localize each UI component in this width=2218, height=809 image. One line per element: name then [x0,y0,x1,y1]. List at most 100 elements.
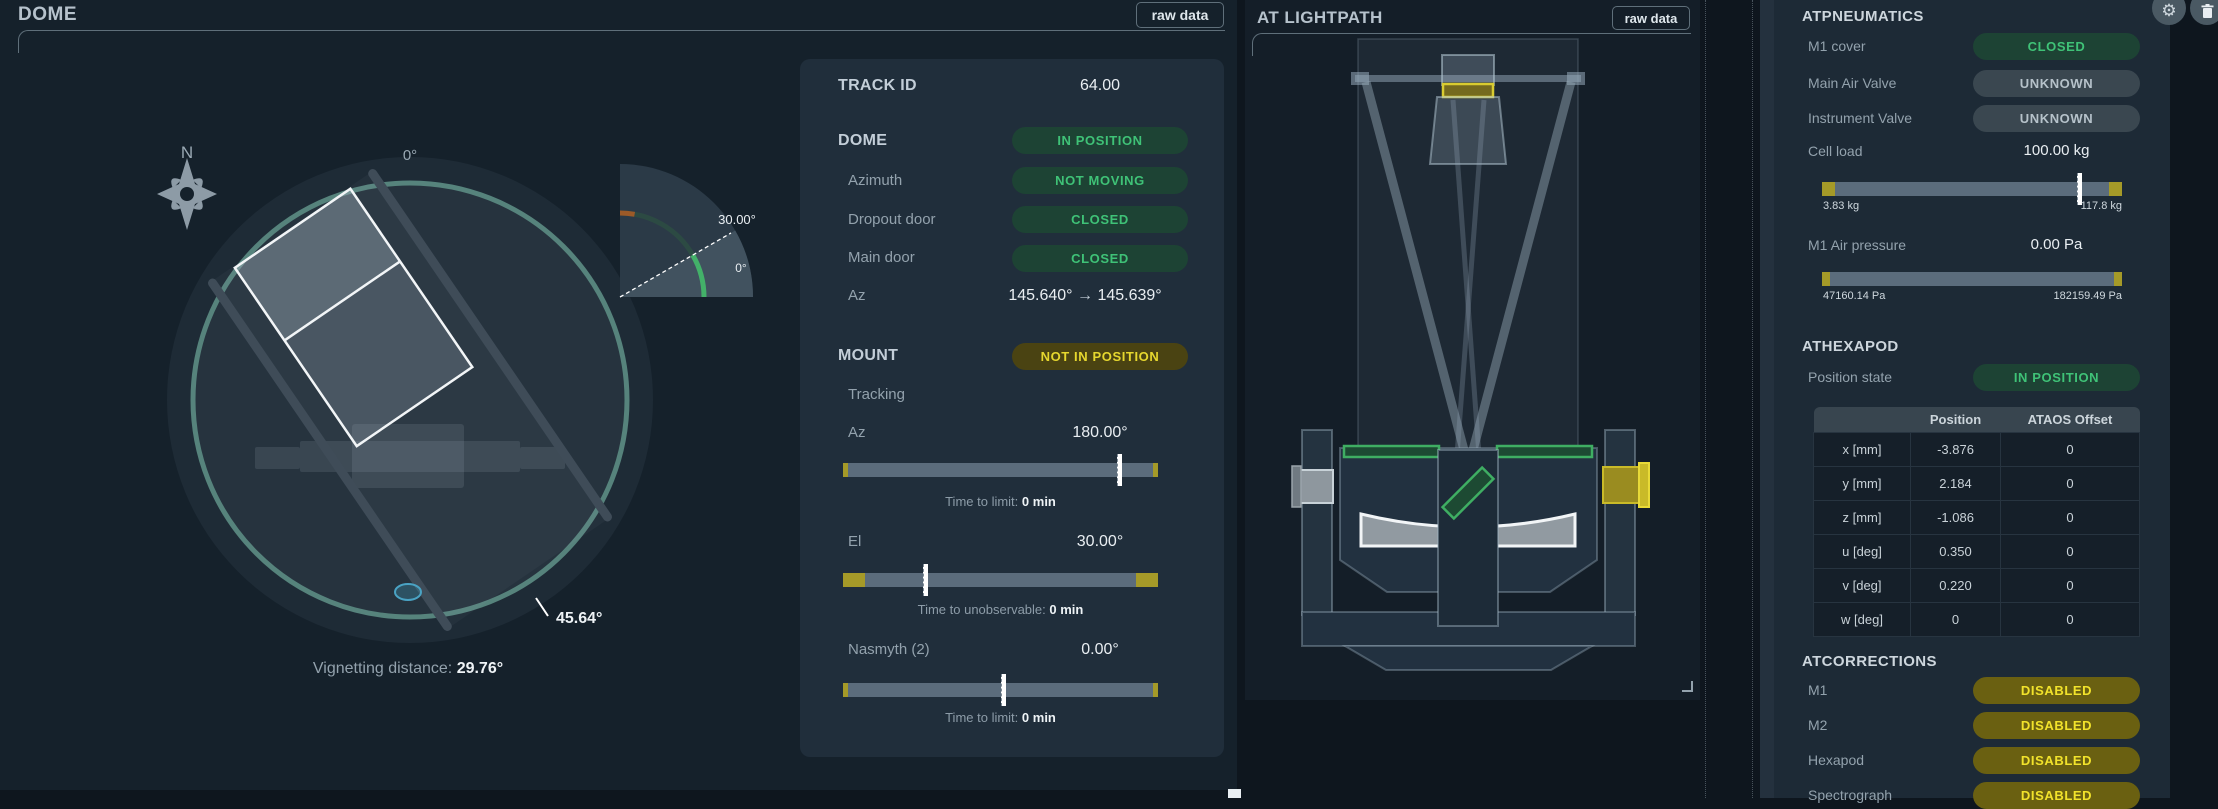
mount-az-slider-marker[interactable] [1117,454,1123,486]
dome-status-badge: IN POSITION [1012,127,1188,154]
dome-raw-data-button[interactable]: raw data [1136,2,1224,28]
azimuth-row-label: Azimuth [848,172,903,189]
dome-az-label: Az [848,287,866,304]
spider-right-mount [1567,72,1585,85]
dome-slit-edge-right [208,278,452,631]
elevation-current-label: 30.00° [718,212,756,227]
mount-az-label: Az [848,424,866,441]
vignetting-value: 29.76° [456,660,504,677]
telescope-status-card: TRACK ID 64.00 DOME IN POSITION Azimuth … [800,59,1224,757]
panel-divider-left[interactable] [1705,0,1706,798]
telescope-base-footprint [255,424,565,488]
dome-azimuth-tick [535,597,549,617]
m1-air-pressure-label: M1 Air pressure [1808,237,1907,253]
mount-el-slider[interactable] [843,564,1158,596]
tracking-label: Tracking [848,386,905,403]
spider-vane [1355,75,1581,82]
dome-az-target: 145.639° [1097,287,1162,304]
hexapod-position-table: Position ATAOS Offset x [mm] -3.876 0 y [m… [1813,407,2140,637]
mount-az-time-to-limit: Time to limit: 0 min [945,494,1056,509]
dome-slit-band [211,171,609,629]
mount-el-value: 30.00° [1076,533,1124,550]
m1-air-pressure-max-label: 182159.49 Pa [2053,290,2122,302]
dome-slit-edge-left [368,169,612,522]
telescope-footprint-lower [234,188,401,341]
m2-housing [1441,54,1495,86]
lightpath-header-rule [1252,33,1691,56]
lightpath-panel: AT LIGHTPATH raw data [1245,0,1700,700]
cell-load-max-label: 117.8 kg [2080,200,2122,212]
lightpath-panel-title: AT LIGHTPATH [1257,8,1383,27]
spider-left-mount [1351,72,1369,85]
mount-el-label: El [848,533,862,550]
light-beam-left [1361,80,1469,452]
dome-az-value: 145.640° → 145.639° [980,287,1190,305]
cell-load-min-cap [1822,182,1835,196]
hexapod-axis-header [1813,407,1911,433]
cell-load-marker[interactable] [2077,173,2082,205]
table-row: y [mm] 2.184 0 [1813,466,2140,501]
mount-el-slider-min-cap [843,573,865,587]
lightpath-raw-data-button[interactable]: raw data [1612,6,1690,30]
trash-icon [2201,4,2213,18]
main-door-status-badge: CLOSED [1012,245,1188,272]
correction-spectrograph-badge: DISABLED [1973,782,2140,809]
mount-nasmyth-slider-max-cap [1153,683,1158,697]
mount-nasmyth-slider-marker[interactable] [1000,674,1006,706]
dome-zero-label: 0° [403,147,417,164]
panel-divider-right[interactable] [1752,0,1753,798]
panel-left-strip [1760,0,1774,798]
nasmyth2-port-cap [1638,462,1650,508]
cell-load-slider[interactable] [1822,173,2122,205]
m1-cover-left-segment [1342,444,1441,459]
m1-air-pressure-slider[interactable] [1822,272,2122,286]
telescope-footprint-divider [283,260,401,342]
scroll-corner [1228,789,1241,798]
mount-nasmyth-value: 0.00° [1081,641,1119,658]
delete-button[interactable] [2190,0,2218,25]
m1-cover-status-badge: CLOSED [1973,33,2140,60]
mount-az-slider[interactable] [843,454,1158,486]
dome-rear-door-marker [394,583,422,601]
compass-north-label: N [181,143,193,162]
atcorrections-title: ATCORRECTIONS [1802,653,1937,670]
m3-mirror [1440,465,1496,521]
elevation-min-label: 0° [735,261,747,275]
hexapod-position-header: Position [1910,407,2001,433]
light-beam-inner-right [1454,99,1487,456]
nasmyth2-port-highlight [1602,466,1640,504]
m1-air-pressure-max-cap [2114,272,2122,286]
compass-rose-icon [157,158,217,230]
mount-az-slider-max-cap [1153,463,1158,477]
athexapod-title: ATHEXAPOD [1802,338,1899,355]
dome-azimuth-value: 45.64° [556,610,602,627]
dome-azimuth-ring [190,180,630,620]
main-air-valve-status-badge: UNKNOWN [1973,70,2140,97]
track-id-value: 64.00 [1079,77,1121,94]
panel-resize-handle[interactable] [1682,681,1693,692]
dropout-door-label: Dropout door [848,211,936,228]
cell-load-label: Cell load [1808,143,1863,159]
correction-hexapod-badge: DISABLED [1973,747,2140,774]
light-beam-inner-left [1450,99,1482,456]
cell-load-value: 100.00 kg [2023,142,2090,159]
mount-nasmyth-label: Nasmyth (2) [848,641,930,658]
table-row: u [deg] 0.350 0 [1813,534,2140,569]
elevation-gauge: 30.00° 0° [619,164,756,298]
m1-cover-label: M1 cover [1808,38,1866,54]
hexapod-offset-header: ATAOS Offset [2000,407,2140,433]
telescope-tube [1357,38,1579,456]
gear-icon: ⚙ [2161,1,2177,20]
mount-el-slider-marker[interactable] [923,564,929,596]
arrow-right-icon: → [1077,287,1093,304]
position-state-badge: IN POSITION [1973,364,2140,391]
mount-nasmyth-slider-min-cap [843,683,848,697]
m1-air-pressure-min-label: 47160.14 Pa [1823,290,1886,302]
vignetting-distance: Vignetting distance: 29.76° [208,660,608,678]
table-row: z [mm] -1.086 0 [1813,500,2140,535]
m1-cover-right-segment [1495,444,1594,459]
azimuth-status-badge: NOT MOVING [1012,167,1188,194]
m2-baffle [1428,96,1508,165]
dome-section-title: DOME [838,132,888,149]
mount-nasmyth-slider[interactable] [843,674,1158,706]
